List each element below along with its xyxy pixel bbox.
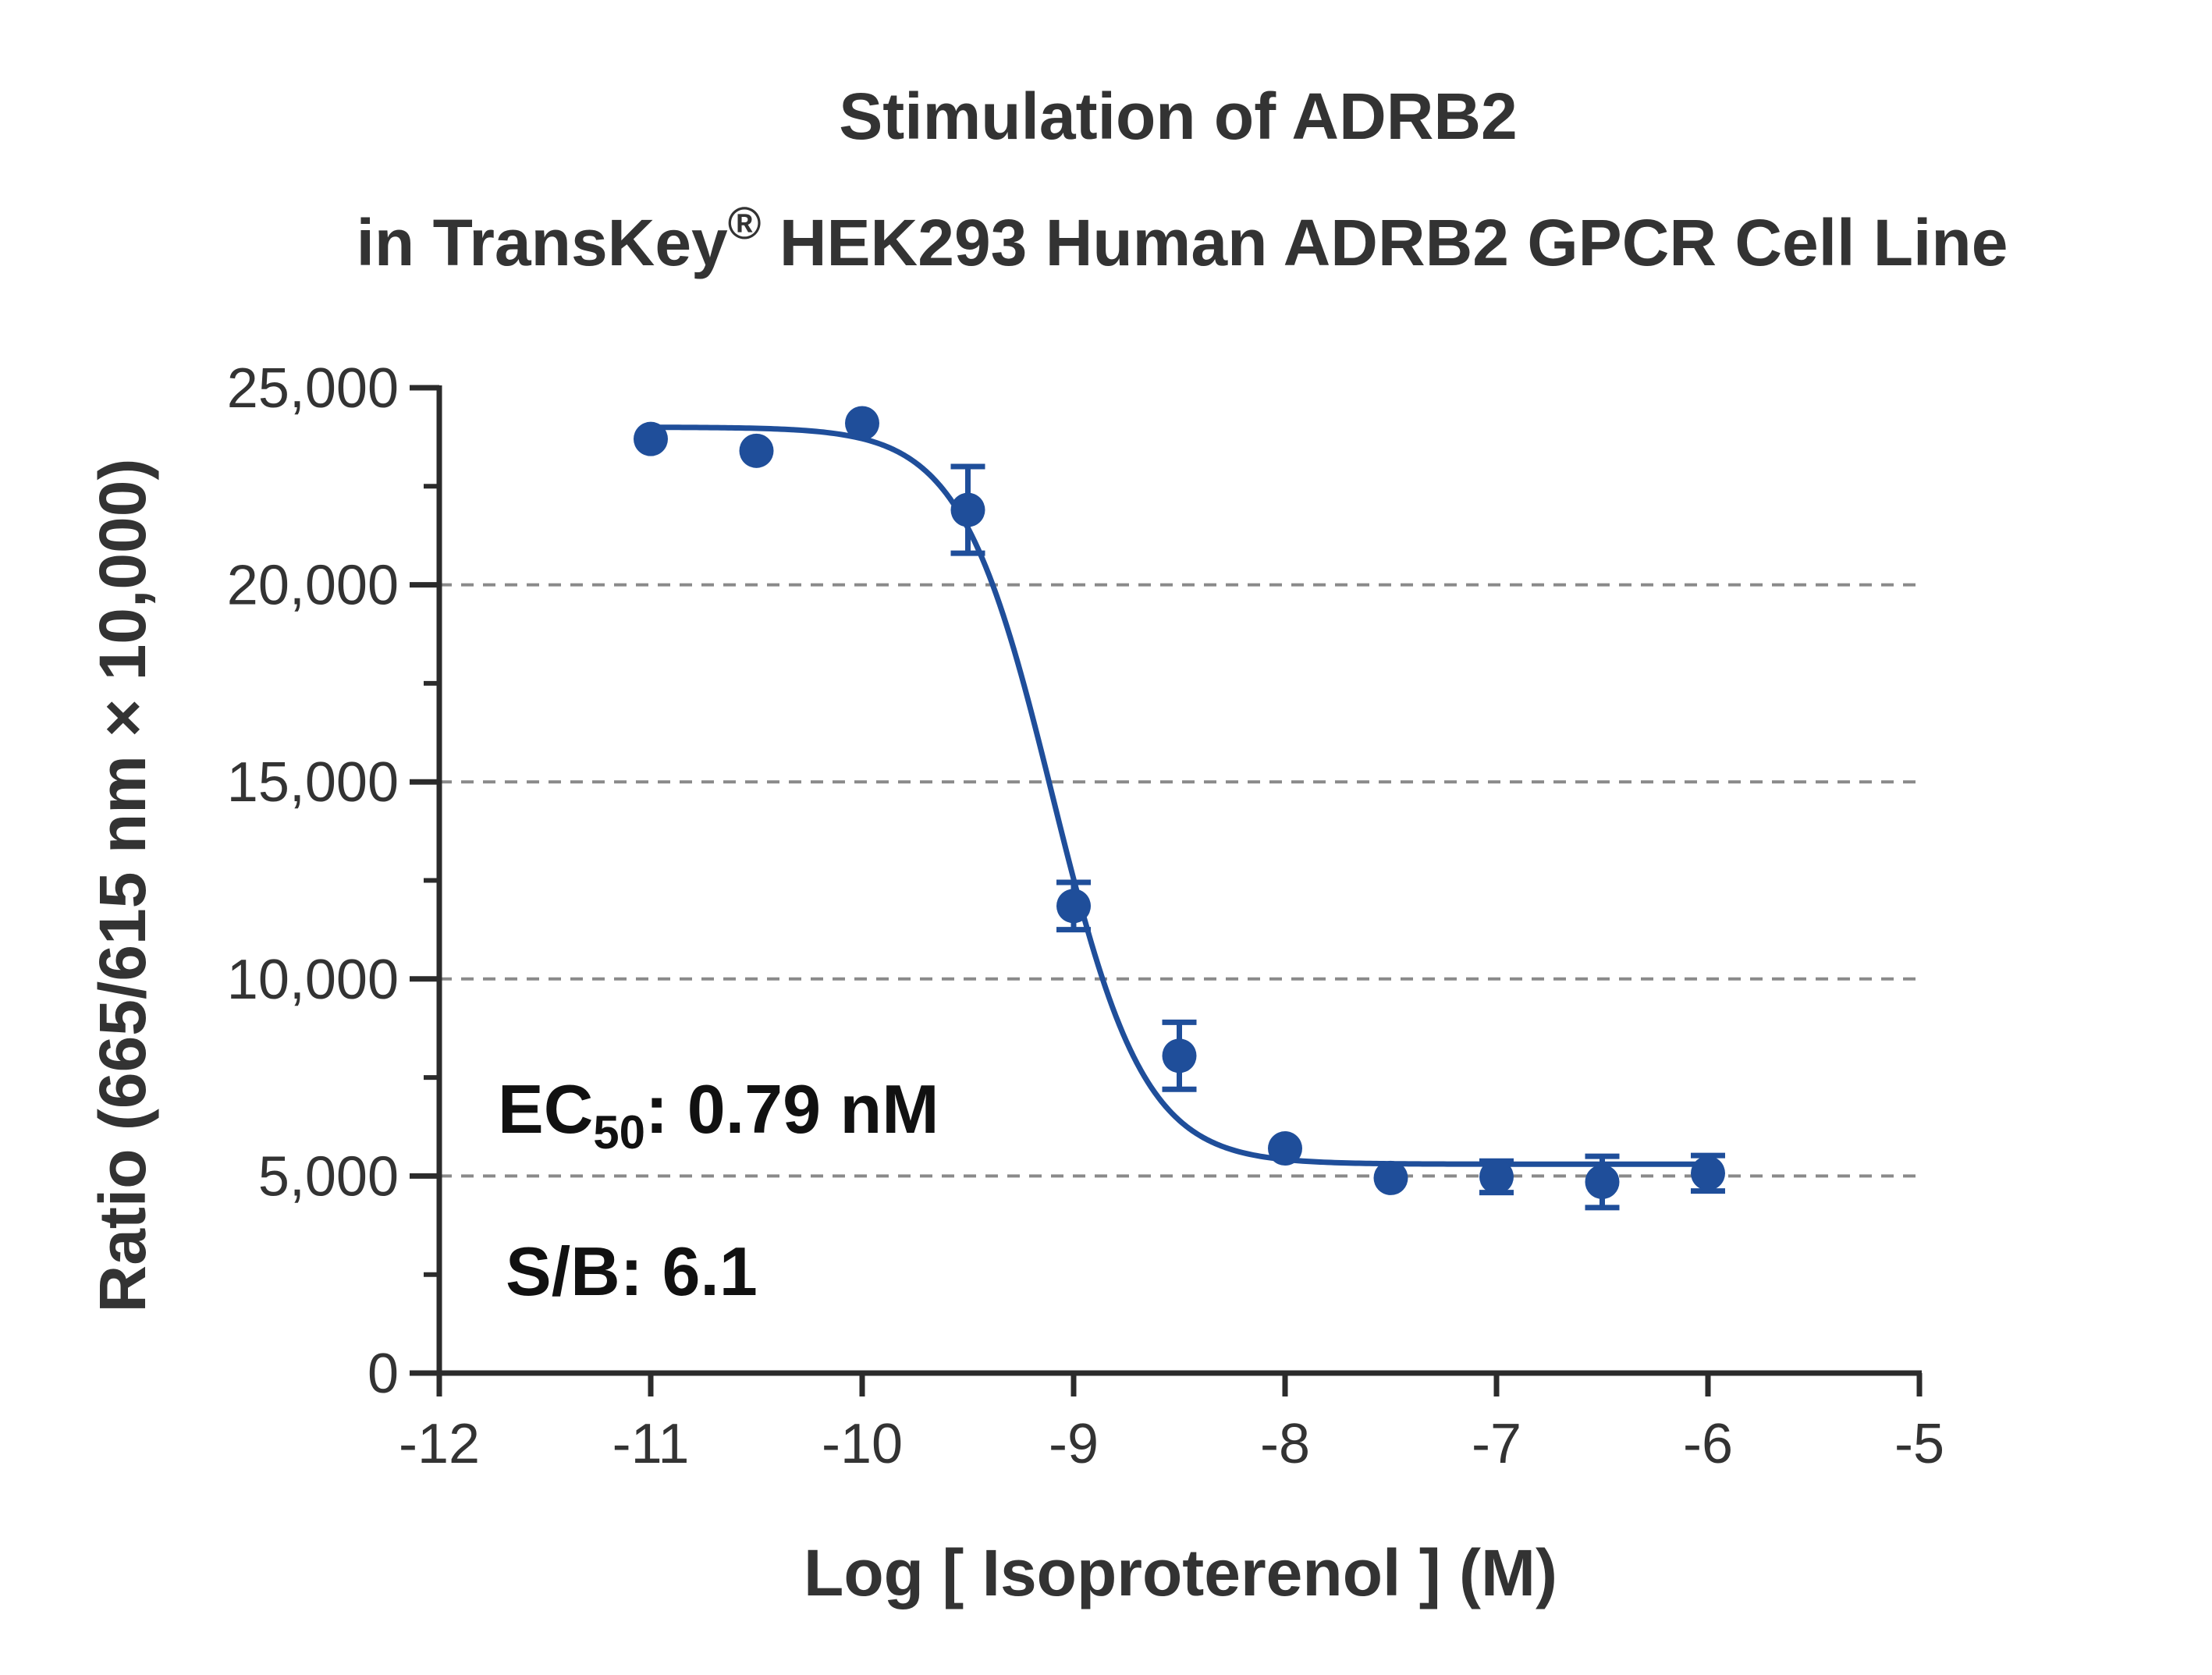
x-tick-label-0: -12	[399, 1413, 480, 1475]
x-tick-label-4: -8	[1260, 1413, 1310, 1475]
ec50-value: : 0.79 nM	[645, 1070, 939, 1148]
data-point-3	[950, 492, 985, 527]
ec50-prefix: EC	[498, 1070, 593, 1148]
title-registered-mark: ®	[728, 198, 762, 249]
x-tick-label-6: -6	[1683, 1413, 1733, 1475]
x-axis-ticks: -12 -11 -10 -9 -8 -7 -6 -5	[399, 1373, 1944, 1475]
fit-curve-group	[650, 424, 1708, 1167]
y-tick-label-5: 25,000	[227, 357, 399, 420]
fit-curve	[650, 424, 1708, 1167]
y-tick-label-0: 0	[367, 1343, 399, 1405]
x-tick-label-3: -9	[1049, 1413, 1099, 1475]
data-point-9	[1585, 1164, 1620, 1199]
y-axis-label: Ratio (665/615 nm × 10,000)	[86, 459, 159, 1313]
data-point-10	[1691, 1155, 1725, 1191]
x-tick-label-7: -5	[1894, 1413, 1944, 1475]
gridlines	[439, 583, 1919, 1178]
data-points	[634, 406, 1725, 1199]
ec50-subscript: 50	[593, 1106, 645, 1159]
data-point-6	[1268, 1131, 1302, 1166]
data-point-2	[845, 406, 879, 441]
data-point-5	[1162, 1038, 1197, 1073]
error-bars	[950, 463, 1725, 1211]
axes	[436, 385, 1922, 1376]
y-tick-label-1: 5,000	[258, 1145, 399, 1208]
data-point-8	[1479, 1159, 1514, 1194]
title-line2-post: HEK293 Human ADRB2 GPCR Cell Line	[762, 206, 2008, 279]
x-tick-label-2: -10	[822, 1413, 903, 1475]
sb-annotation: S/B: 6.1	[506, 1233, 758, 1310]
chart-title-line2: in TransKey® HEK293 Human ADRB2 GPCR Cel…	[357, 198, 2008, 279]
x-tick-label-5: -7	[1472, 1413, 1521, 1475]
y-axis-ticks: 0 5,000 10,000 15,000 20,000 25,000	[227, 357, 439, 1405]
title-line2-pre: in TransKey	[357, 206, 728, 279]
data-point-0	[634, 421, 668, 456]
ec50-annotation: EC50: 0.79 nM	[498, 1070, 939, 1159]
data-point-7	[1373, 1160, 1408, 1195]
chart-title-line1: Stimulation of ADRB2	[839, 80, 1518, 153]
data-point-4	[1056, 889, 1091, 924]
x-tick-label-1: -11	[612, 1413, 690, 1475]
data-point-1	[739, 433, 774, 468]
y-tick-label-4: 20,000	[227, 555, 399, 617]
y-tick-label-3: 15,000	[227, 751, 399, 814]
x-axis-label: Log [ Isoproterenol ] (M)	[804, 1536, 1557, 1609]
y-tick-label-2: 10,000	[227, 949, 399, 1011]
